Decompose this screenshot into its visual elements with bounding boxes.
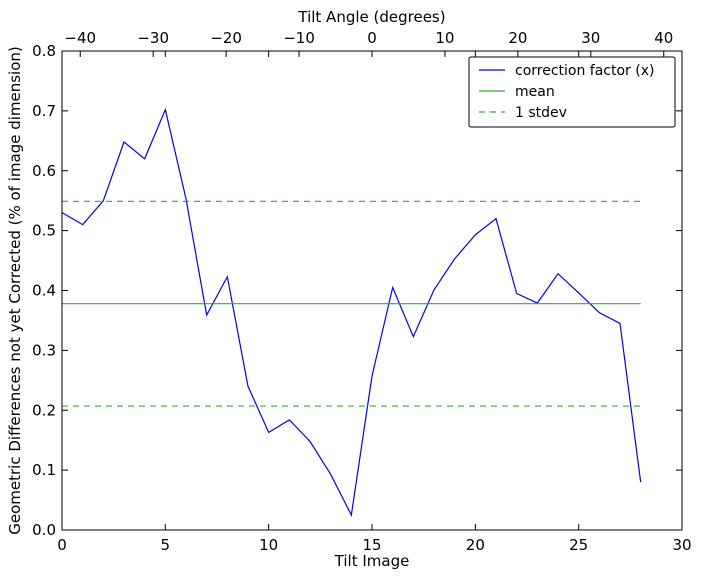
top-x-tick-label: 20 [508,29,527,47]
legend-label-2: mean [515,84,555,100]
top-x-tick-label: −30 [137,29,169,47]
y-tick-label: 0.0 [32,521,56,539]
y-axis-label: Geometric Differences not yet Corrected … [6,46,24,535]
top-x-tick-label: 30 [581,29,600,47]
y-tick-label: 0.3 [32,341,56,359]
top-x-tick-label: 0 [367,29,377,47]
y-tick-label: 0.4 [32,282,56,300]
y-tick-label: 0.1 [32,461,56,479]
legend-label-1: correction factor (x) [515,63,654,79]
y-tick-label: 0.2 [32,401,56,419]
y-tick-label: 0.8 [32,42,56,60]
x-axis-label: Tilt Image [334,552,410,570]
top-x-tick-label: 10 [435,29,454,47]
y-tick-label: 0.6 [32,162,56,180]
top-x-tick-label: 40 [654,29,673,47]
top-x-tick-label: −40 [64,29,96,47]
legend-label-3: 1 stdev [515,105,567,121]
legend: correction factor (x) mean 1 stdev [468,56,676,128]
x-tick-label: 30 [672,536,691,554]
top-x-tick-label: −10 [283,29,315,47]
top-x-tick-label: −20 [210,29,242,47]
y-tick-label: 0.5 [32,222,56,240]
legend-box [468,56,676,128]
axes: 0 5 10 15 20 25 300.00.10.20.30.40.50.60.70.8−… [32,29,691,554]
top-x-axis-label: Tilt Angle (degrees) [297,8,445,26]
x-tick-label: 20 [466,536,485,554]
y-tick-label: 0.7 [32,102,56,120]
x-tick-label: 10 [259,536,278,554]
x-tick-label: 15 [362,536,381,554]
x-tick-label: 5 [161,536,171,554]
plot-area [61,107,642,517]
x-tick-label: 0 [57,536,67,554]
x-tick-label: 25 [569,536,588,554]
series-line-1 [61,107,642,517]
